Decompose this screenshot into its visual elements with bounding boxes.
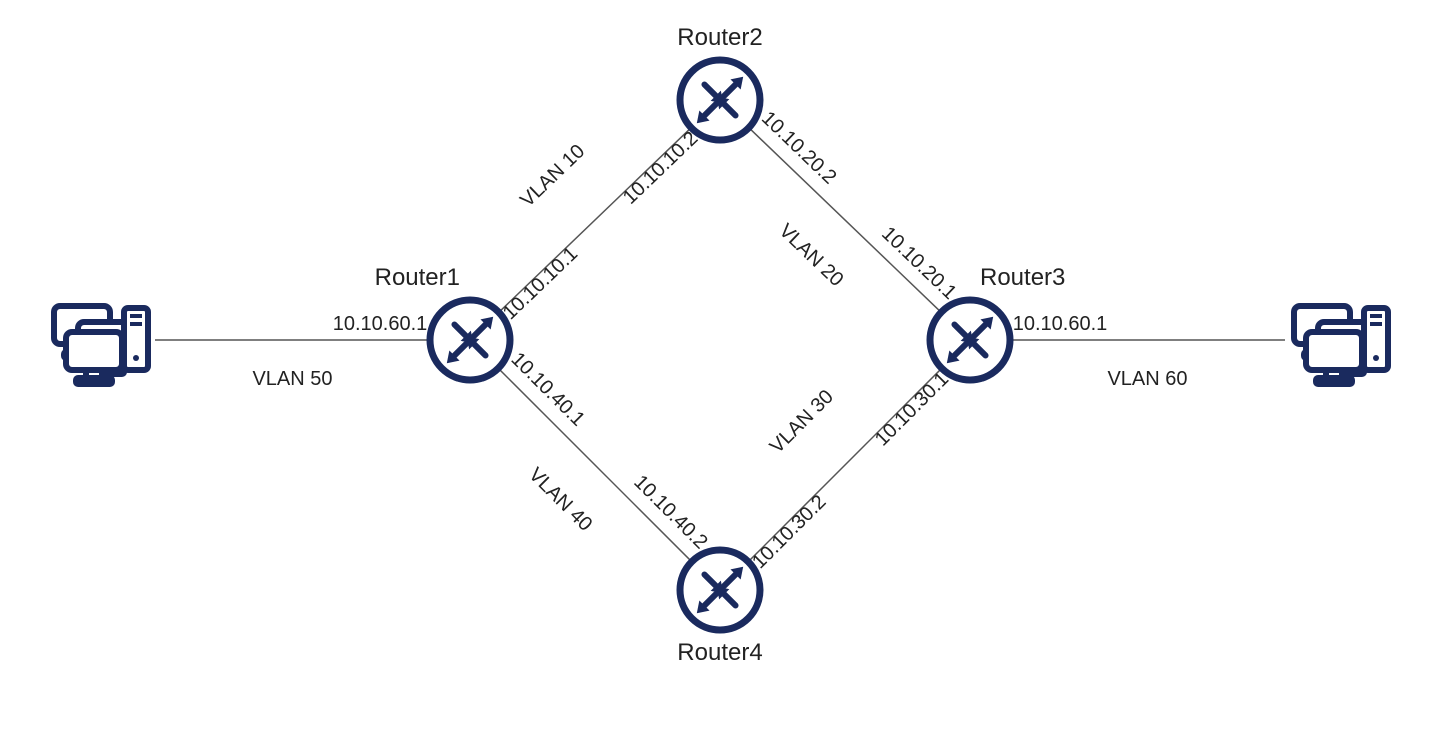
ip-label: 10.10.10.1	[499, 243, 582, 324]
ip-label: 10.10.60.1	[1013, 313, 1108, 335]
router-label: Router2	[677, 24, 762, 51]
hosts-icon	[1294, 306, 1388, 384]
link-r4r1	[498, 368, 691, 561]
ip-label: 10.10.60.1	[333, 313, 428, 335]
vlan-label: VLAN 50	[252, 368, 332, 390]
router-icon	[680, 550, 760, 630]
router-label: Router1	[375, 264, 460, 291]
router-icon	[680, 60, 760, 140]
vlan-label: VLAN 60	[1107, 368, 1187, 390]
router-icon	[930, 300, 1010, 380]
vlan-label: VLAN 10	[516, 140, 589, 211]
ip-label: 10.10.30.1	[871, 368, 953, 450]
hosts-icon	[54, 306, 148, 384]
link-r2r3	[749, 128, 941, 313]
vlan-label: VLAN 20	[775, 220, 848, 291]
router-icon	[430, 300, 510, 380]
nodes	[54, 60, 1388, 630]
router-label: Router3	[980, 264, 1065, 291]
ip-label: 10.10.10.2	[619, 127, 702, 208]
vlan-label: VLAN 30	[766, 386, 838, 458]
vlan-label: VLAN 40	[524, 464, 596, 536]
links	[155, 128, 1285, 562]
ip-label: 10.10.30.2	[748, 491, 830, 573]
router-label: Router4	[677, 639, 762, 666]
